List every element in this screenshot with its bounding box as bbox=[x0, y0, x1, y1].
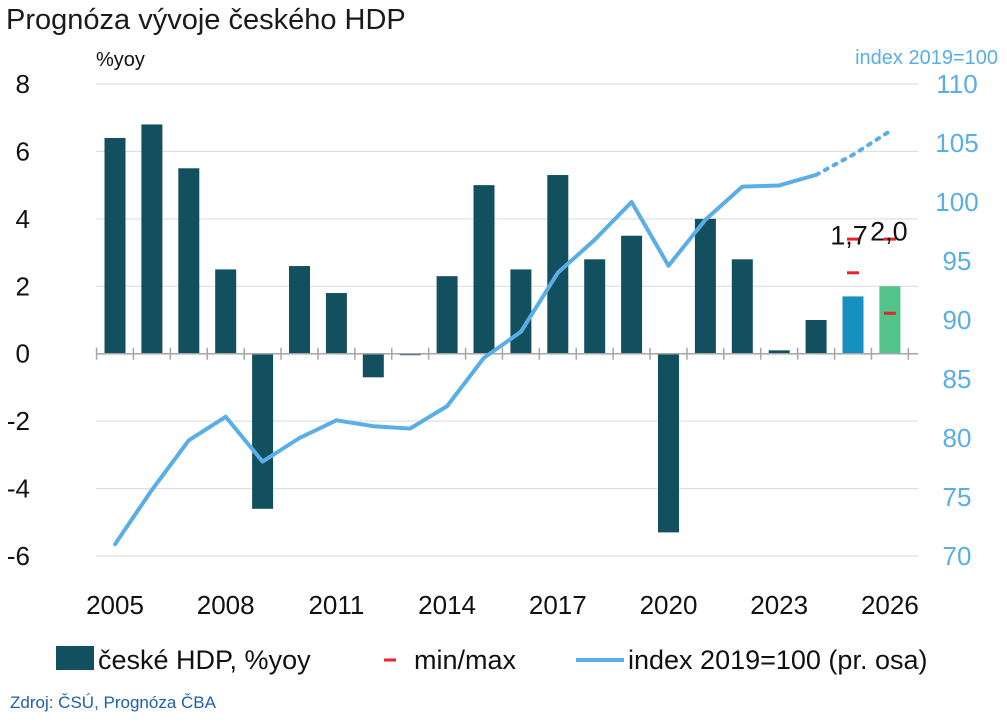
min-max-markers bbox=[847, 237, 896, 315]
left-axis-unit: %yoy bbox=[96, 49, 145, 71]
chart-title: Prognóza vývoje českého HDP bbox=[6, 4, 406, 36]
right-tick-label: 70 bbox=[943, 541, 972, 571]
x-tick-label: 2005 bbox=[86, 590, 144, 620]
left-tick-label: -6 bbox=[7, 541, 30, 571]
left-tick-label: 0 bbox=[16, 339, 30, 369]
left-tick-label: 2 bbox=[16, 271, 30, 301]
right-tick-label: 100 bbox=[935, 187, 978, 217]
x-tick-label: 2011 bbox=[308, 590, 364, 620]
x-axis-ticks: 2005 2008 2011 2014 2017 2020 2023 2026 bbox=[86, 590, 919, 620]
legend: české HDP, %yoy min/max index 2019=100 (… bbox=[56, 645, 927, 675]
zero-axis bbox=[95, 347, 918, 360]
gdp-bar bbox=[879, 286, 901, 354]
left-tick-label: -4 bbox=[7, 474, 30, 504]
left-tick-label: 6 bbox=[16, 136, 30, 166]
left-tick-label: 8 bbox=[16, 69, 30, 99]
gdp-bar bbox=[362, 353, 384, 378]
gdp-bar bbox=[842, 296, 864, 354]
gdp-bar bbox=[658, 353, 679, 533]
data-label: 2,0 bbox=[870, 216, 908, 246]
gdp-bar bbox=[731, 259, 753, 354]
gdp-bar bbox=[805, 320, 827, 354]
x-tick-label: 2023 bbox=[750, 590, 808, 620]
x-tick-label: 2020 bbox=[640, 590, 698, 620]
left-tick-label: -2 bbox=[7, 406, 30, 436]
x-tick-label: 2026 bbox=[861, 590, 919, 620]
right-axis-ticks: 110 105 100 95 90 85 80 75 70 bbox=[935, 69, 978, 571]
right-tick-label: 110 bbox=[936, 69, 977, 99]
legend-label-minmax: min/max bbox=[414, 645, 517, 675]
right-tick-label: 95 bbox=[943, 246, 972, 276]
data-labels: 1,7 2,0 bbox=[830, 216, 907, 250]
legend-label-index: index 2019=100 (pr. osa) bbox=[628, 645, 927, 675]
x-tick-label: 2008 bbox=[197, 590, 255, 620]
gdp-bar bbox=[104, 137, 126, 354]
x-tick-label: 2014 bbox=[418, 590, 476, 620]
left-tick-label: 4 bbox=[16, 204, 30, 234]
legend-bar-swatch bbox=[56, 646, 94, 670]
right-tick-label: 75 bbox=[943, 482, 972, 512]
right-tick-label: 90 bbox=[943, 305, 972, 335]
gdp-bar bbox=[215, 269, 237, 354]
index-line-forecast bbox=[814, 129, 892, 177]
index-line-actual bbox=[113, 172, 819, 547]
gdp-bar bbox=[252, 353, 274, 509]
gdp-bar bbox=[584, 259, 606, 354]
right-tick-label: 105 bbox=[935, 128, 978, 158]
data-label: 1,7 bbox=[830, 220, 868, 250]
gdp-bars bbox=[104, 124, 901, 533]
index-line bbox=[113, 129, 892, 547]
right-tick-label: 80 bbox=[943, 423, 972, 453]
gdp-bar bbox=[510, 269, 532, 354]
x-tick-label: 2017 bbox=[529, 590, 587, 620]
gdp-bar bbox=[547, 175, 569, 354]
source-note: Zdroj: ČSÚ, Prognóza ČBA bbox=[10, 693, 217, 712]
gdp-bar bbox=[141, 124, 163, 354]
gdp-bar bbox=[325, 293, 347, 354]
gdp-bar bbox=[473, 185, 495, 354]
right-tick-label: 85 bbox=[943, 364, 972, 394]
gdp-bar bbox=[436, 276, 458, 354]
gdp-bar bbox=[694, 218, 716, 354]
legend-label-gdp: české HDP, %yoy bbox=[98, 645, 311, 675]
gdp-bar bbox=[621, 235, 643, 354]
gdp-bar bbox=[768, 350, 790, 354]
right-axis-unit: index 2019=100 bbox=[855, 47, 998, 69]
gdp-bar bbox=[289, 266, 310, 354]
gdp-bar bbox=[178, 168, 200, 354]
left-axis-ticks: 8 6 4 2 0 -2 -4 -6 bbox=[7, 69, 30, 571]
